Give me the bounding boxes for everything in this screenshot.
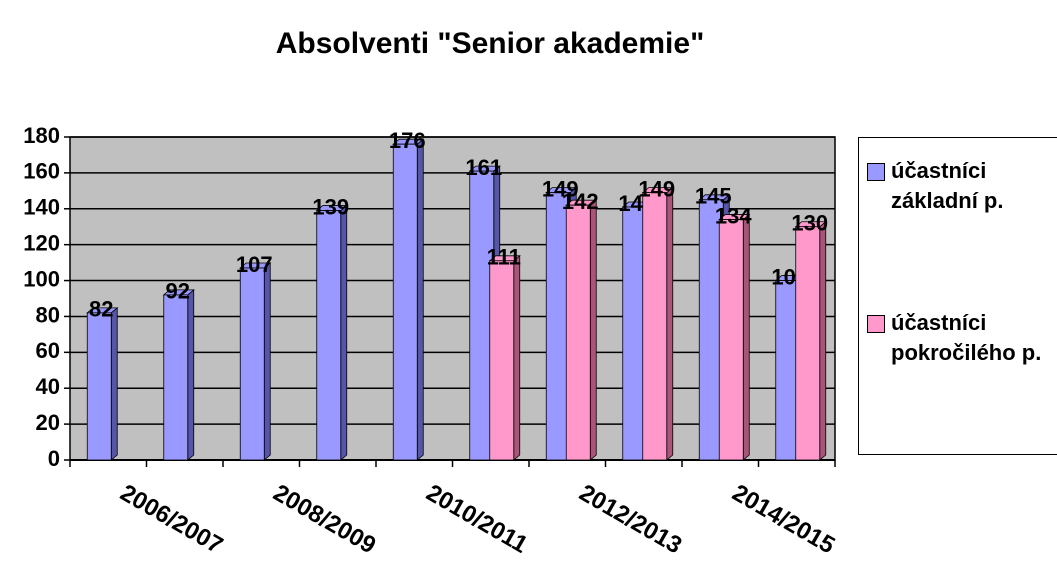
bar (795, 226, 821, 461)
x-tick-label: 2008/2009 (269, 479, 381, 559)
bar (489, 260, 515, 461)
data-label: 130 (791, 211, 828, 236)
bar (316, 210, 342, 461)
legend-swatch (867, 163, 885, 181)
bar-side (666, 186, 674, 461)
legend-swatch (867, 315, 885, 333)
bar (392, 143, 418, 461)
data-label: 107 (236, 252, 273, 277)
y-tick-label: 0 (48, 446, 60, 471)
x-tick-label: 2012/2013 (575, 479, 687, 559)
y-tick-label: 160 (23, 159, 60, 184)
data-label: 149 (638, 176, 675, 201)
x-tick-label: 2010/2011 (422, 479, 533, 558)
data-label: 145 (695, 184, 732, 209)
y-tick-label: 140 (23, 195, 60, 220)
bar (565, 204, 591, 461)
legend-label: účastníci základní p. (891, 158, 1004, 213)
bar (86, 312, 112, 461)
bar-side (742, 213, 750, 461)
data-label: 92 (166, 279, 190, 304)
bar-side (416, 138, 424, 461)
bar-side (263, 262, 271, 461)
y-tick-label: 100 (23, 266, 60, 291)
data-label: 134 (715, 203, 752, 228)
y-tick-label: 80 (36, 302, 60, 327)
bar (163, 294, 189, 461)
bar-side (513, 254, 521, 461)
bar (239, 267, 265, 461)
data-label: 149 (542, 176, 579, 201)
bar-side (819, 220, 827, 461)
data-label: 176 (389, 128, 426, 153)
bar-side (589, 199, 597, 461)
data-label: 111 (487, 245, 521, 270)
data-label: 142 (562, 189, 599, 214)
bar (718, 219, 744, 461)
legend: účastníci základní p. účastníci pokročilé… (858, 137, 1057, 455)
bar (642, 192, 668, 461)
data-label: 82 (89, 297, 113, 322)
y-tick-label: 120 (23, 230, 60, 255)
data-label: 139 (312, 194, 349, 219)
y-tick-label: 60 (36, 338, 60, 363)
bar-side (187, 289, 195, 461)
bar-side (110, 307, 118, 461)
chart-title: Absolventi "Senior akademie" (276, 27, 705, 60)
y-tick-label: 40 (36, 374, 60, 399)
x-tick-label: 2006/2007 (116, 479, 228, 559)
data-label: 161 (465, 155, 502, 180)
legend-item: účastníci pokročilého p. (867, 308, 1057, 368)
legend-item: účastníci základní p. (867, 156, 1057, 216)
bar-side (340, 204, 348, 461)
y-tick-label: 180 (23, 123, 60, 148)
y-tick-label: 20 (36, 410, 60, 435)
legend-label: účastníci pokročilého p. (891, 310, 1042, 365)
x-tick-label: 2014/2015 (728, 479, 840, 559)
